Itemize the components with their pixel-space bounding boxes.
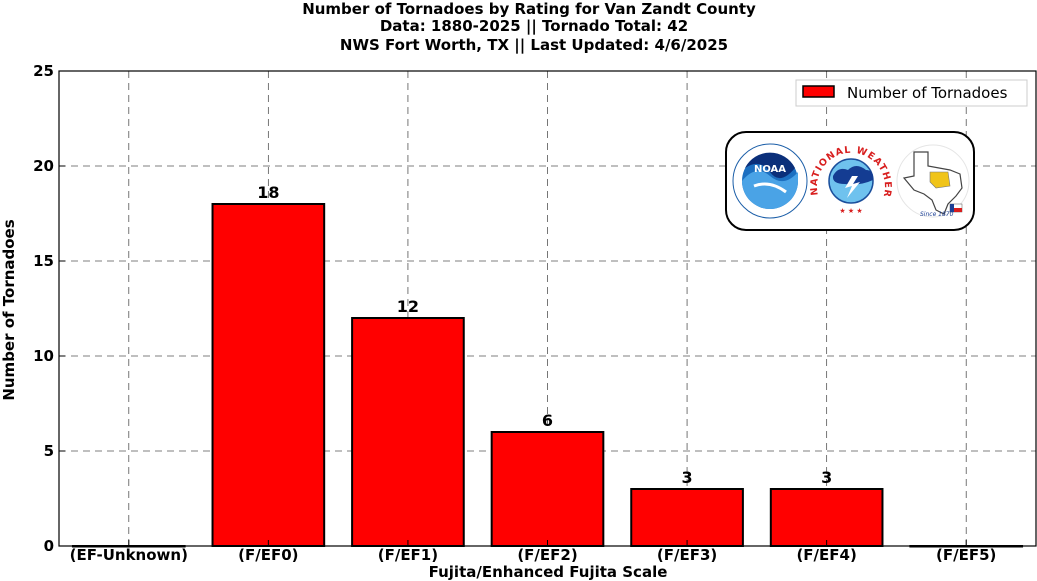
bar-value-label: 3 [821, 468, 832, 487]
bar-value-label: 6 [542, 411, 553, 430]
bar [630, 488, 744, 547]
legend-swatch [802, 85, 835, 98]
y-tick-label: 15 [33, 252, 54, 270]
bar [211, 203, 326, 547]
title-line-3: NWS Fort Worth, TX || Last Updated: 4/6/… [340, 36, 728, 55]
title-line-1: Number of Tornadoes by Rating for Van Za… [302, 0, 756, 18]
bar-value-label: 12 [397, 297, 419, 316]
x-tick-label: (EF-Unknown) [70, 546, 188, 564]
y-tick-label: 25 [33, 62, 54, 80]
noaa-logo-icon: NOAA [732, 143, 808, 219]
bar [490, 431, 605, 547]
bar [351, 317, 465, 547]
x-tick-label: (F/EF3) [657, 546, 717, 564]
noaa-logo-text: NOAA [754, 164, 786, 175]
y-axis-ticks: 0 5 10 15 20 25 [33, 62, 65, 555]
title-line-2: Data: 1880-2025 || Tornado Total: 42 [380, 17, 688, 36]
bar [769, 488, 884, 547]
y-tick-label: 10 [33, 347, 54, 365]
x-axis-label: Fujita/Enhanced Fujita Scale [429, 563, 668, 581]
x-tick-label: (F/EF2) [517, 546, 577, 564]
y-axis-label: Number of Tornadoes [0, 219, 18, 400]
value-labels: 18 12 6 3 3 [257, 183, 832, 487]
y-tick-label: 5 [44, 442, 54, 460]
bar-value-label: 3 [682, 468, 693, 487]
x-tick-label: (F/EF5) [936, 546, 996, 564]
x-axis-ticks: (EF-Unknown) (F/EF0) (F/EF1) (F/EF2) (F/EF3)… [70, 540, 996, 564]
x-tick-label: (F/EF0) [238, 546, 298, 564]
bars [71, 203, 1024, 548]
bar-value-label: 18 [257, 183, 279, 202]
legend-label: Number of Tornadoes [847, 84, 1008, 102]
y-tick-label: 20 [33, 157, 54, 175]
x-tick-label: (F/EF1) [378, 546, 438, 564]
x-tick-label: (F/EF4) [796, 546, 856, 564]
chart-title: Number of Tornadoes by Rating for Van Za… [302, 0, 756, 55]
nws-stars-icon: ★ ★ ★ [839, 207, 862, 215]
legend: Number of Tornadoes [795, 79, 1028, 107]
y-tick-label: 0 [44, 537, 54, 555]
since-text: Since 1870 [920, 211, 954, 218]
texas-map-icon: Since 1870 [896, 144, 970, 218]
